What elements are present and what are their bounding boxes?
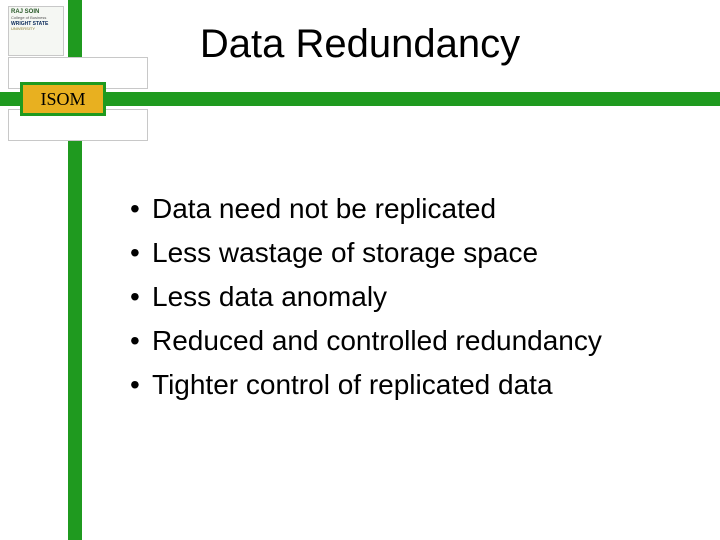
page-title: Data Redundancy	[0, 22, 720, 67]
bullet-icon: •	[130, 366, 152, 404]
bullet-icon: •	[130, 234, 152, 272]
list-item: • Data need not be replicated	[130, 190, 690, 228]
list-item: • Tighter control of replicated data	[130, 366, 690, 404]
bullet-text: Data need not be replicated	[152, 190, 496, 228]
horizontal-green-bar	[0, 92, 720, 106]
bullet-icon: •	[130, 322, 152, 360]
list-item: • Less data anomaly	[130, 278, 690, 316]
isom-label: ISOM	[40, 89, 85, 110]
bullet-text: Reduced and controlled redundancy	[152, 322, 602, 360]
bullet-text: Less wastage of storage space	[152, 234, 538, 272]
logo-line2: College of Business	[11, 16, 61, 20]
isom-badge: ISOM	[20, 82, 106, 116]
bullet-text: Tighter control of replicated data	[152, 366, 553, 404]
list-item: • Reduced and controlled redundancy	[130, 322, 690, 360]
bullet-text: Less data anomaly	[152, 278, 387, 316]
list-item: • Less wastage of storage space	[130, 234, 690, 272]
bullet-icon: •	[130, 278, 152, 316]
bullet-list: • Data need not be replicated • Less was…	[130, 190, 690, 410]
bullet-icon: •	[130, 190, 152, 228]
